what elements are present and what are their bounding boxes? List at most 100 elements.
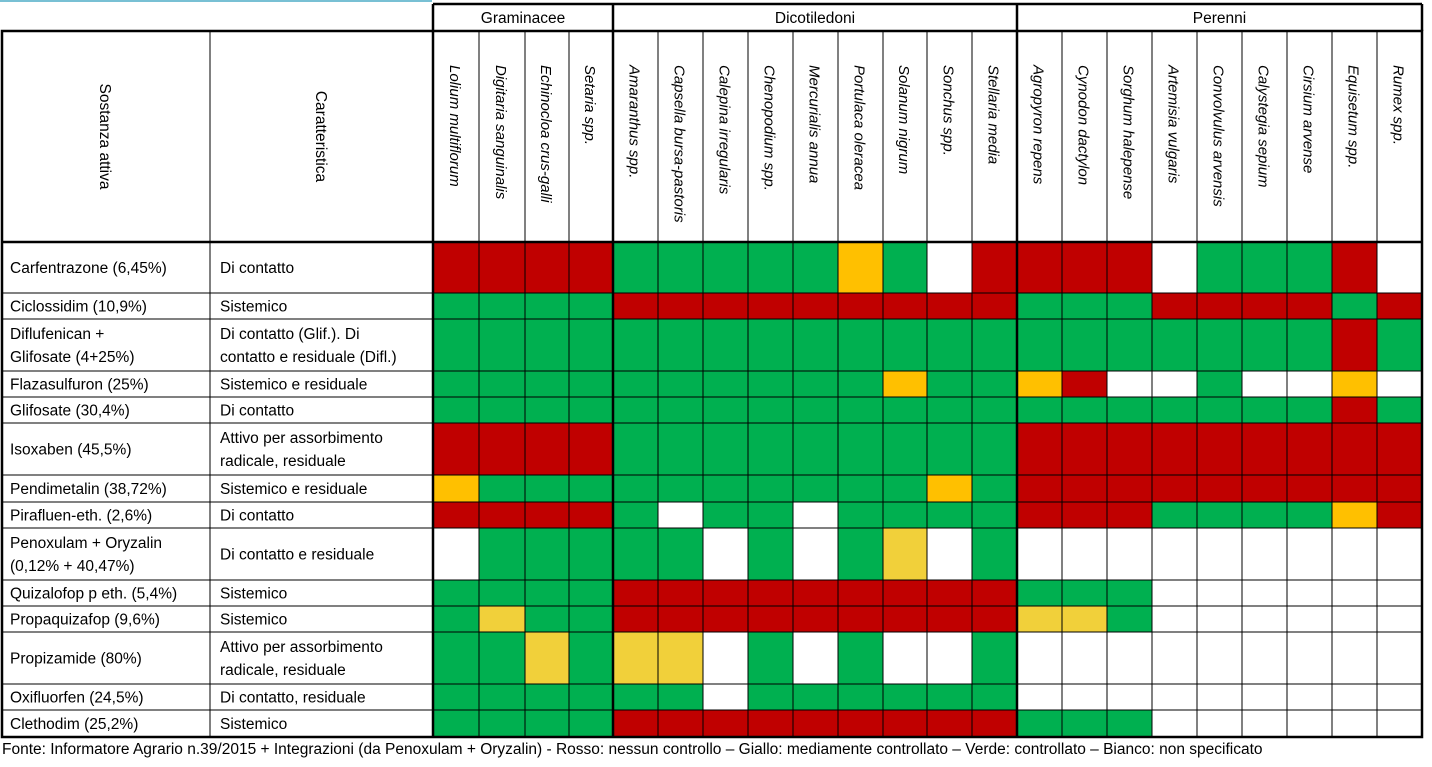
cell-r0-c3: [569, 242, 613, 293]
cell-r2-c17: [1197, 319, 1242, 371]
cell-r4-c17: [1197, 397, 1242, 423]
species-label-8: Mercurialis annua: [806, 65, 823, 183]
cell-r3-c14: [1062, 371, 1107, 397]
cell-r1-c7: [748, 293, 793, 319]
cell-r0-c7: [748, 242, 793, 293]
cell-r4-c0: [433, 397, 479, 423]
cell-r0-c19: [1287, 242, 1332, 293]
cell-r9-c7: [748, 580, 793, 606]
herbicide-table: Graminacee Dicotiledoni Perenni Sostanza at…: [0, 0, 1424, 739]
cell-r8-c3: [569, 528, 613, 580]
cell-r6-c21: [1377, 475, 1422, 502]
cell-r12-c6: [703, 684, 748, 710]
cell-r11-c6: [703, 632, 748, 684]
cell-r6-c7: [748, 475, 793, 502]
cell-r13-c18: [1242, 710, 1287, 737]
row-caratteristica-13: Sistemico: [220, 716, 287, 733]
cell-r2-c3: [569, 319, 613, 371]
cell-r9-c9: [838, 580, 883, 606]
cell-r2-c20: [1332, 319, 1377, 371]
cell-r5-c18: [1242, 423, 1287, 475]
cell-r1-c17: [1197, 293, 1242, 319]
table-border: [0, 29, 1424, 739]
cell-r3-c10: [883, 371, 927, 397]
cell-r3-c9: [838, 371, 883, 397]
cell-r8-c12: [972, 528, 1017, 580]
cell-r11-c10: [883, 632, 927, 684]
cell-r9-c16: [1152, 580, 1197, 606]
row-caratteristica-0: Di contatto: [220, 260, 294, 277]
cell-r12-c18: [1242, 684, 1287, 710]
cell-r7-c18: [1242, 502, 1287, 528]
cell-r6-c15: [1107, 475, 1152, 502]
row-caratteristica-2: contatto e residuale (Difl.): [220, 349, 397, 366]
cell-r3-c0: [433, 371, 479, 397]
cell-r12-c12: [972, 684, 1017, 710]
cell-r9-c4: [613, 580, 658, 606]
cell-r0-c6: [703, 242, 748, 293]
row-sostanza-0: Carfentrazone (6,45%): [10, 260, 167, 277]
row-sostanza-8: (0,12% + 40,47%): [10, 558, 135, 575]
cell-r7-c4: [613, 502, 658, 528]
row-sostanza-1: Ciclossidim (10,9%): [10, 299, 147, 316]
cell-r0-c9: [838, 242, 883, 293]
cell-r13-c6: [703, 710, 748, 737]
row-sostanza-4: Glifosate (30,4%): [10, 403, 130, 420]
cell-r0-c1: [479, 242, 525, 293]
cell-r3-c17: [1197, 371, 1242, 397]
cell-r8-c10: [883, 528, 927, 580]
cell-r11-c4: [613, 632, 658, 684]
cell-r1-c8: [793, 293, 838, 319]
cell-r2-c18: [1242, 319, 1287, 371]
cell-r6-c1: [479, 475, 525, 502]
cell-r9-c21: [1377, 580, 1422, 606]
cell-r3-c18: [1242, 371, 1287, 397]
cell-r0-c5: [658, 242, 703, 293]
row-sostanza-3: Flazasulfuron (25%): [10, 377, 149, 394]
cell-r4-c20: [1332, 397, 1377, 423]
cell-r7-c15: [1107, 502, 1152, 528]
cell-r7-c3: [569, 502, 613, 528]
cell-r1-c2: [525, 293, 569, 319]
cell-r8-c5: [658, 528, 703, 580]
species-label-9: Portulaca oleracea: [851, 65, 868, 190]
cell-r1-c6: [703, 293, 748, 319]
cell-r10-c11: [927, 606, 972, 632]
cell-r4-c19: [1287, 397, 1332, 423]
cell-r7-c21: [1377, 502, 1422, 528]
row-caratteristica-1: Sistemico: [220, 299, 287, 316]
species-label-10: Solanum nigrum: [895, 65, 912, 174]
cell-r2-c0: [433, 319, 479, 371]
cell-r1-c14: [1062, 293, 1107, 319]
cell-r8-c4: [613, 528, 658, 580]
cell-r2-c14: [1062, 319, 1107, 371]
cell-r11-c16: [1152, 632, 1197, 684]
group-label-2: Perenni: [1193, 10, 1246, 27]
species-label-18: Calystegia sepium: [1255, 65, 1272, 188]
cell-r3-c21: [1377, 371, 1422, 397]
row-caratteristica-11: radicale, residuale: [220, 662, 346, 679]
species-label-3: Setaria spp.: [581, 65, 598, 145]
cell-r4-c18: [1242, 397, 1287, 423]
cell-r9-c12: [972, 580, 1017, 606]
cell-r0-c8: [793, 242, 838, 293]
cell-r11-c18: [1242, 632, 1287, 684]
cell-r13-c9: [838, 710, 883, 737]
cell-r7-c1: [479, 502, 525, 528]
cell-r9-c10: [883, 580, 927, 606]
cell-r7-c8: [793, 502, 838, 528]
cell-r12-c16: [1152, 684, 1197, 710]
cell-r9-c11: [927, 580, 972, 606]
row-caratteristica-6: Sistemico e residuale: [220, 481, 367, 498]
species-label-2: Echinocloa crus-galli: [537, 65, 554, 203]
cell-r2-c9: [838, 319, 883, 371]
cell-r2-c2: [525, 319, 569, 371]
cell-r5-c21: [1377, 423, 1422, 475]
species-label-15: Sorghum halepense: [1120, 65, 1137, 199]
cell-r1-c11: [927, 293, 972, 319]
cell-r13-c11: [927, 710, 972, 737]
cell-r0-c0: [433, 242, 479, 293]
cell-r13-c7: [748, 710, 793, 737]
cell-r7-c7: [748, 502, 793, 528]
cell-r13-c2: [525, 710, 569, 737]
